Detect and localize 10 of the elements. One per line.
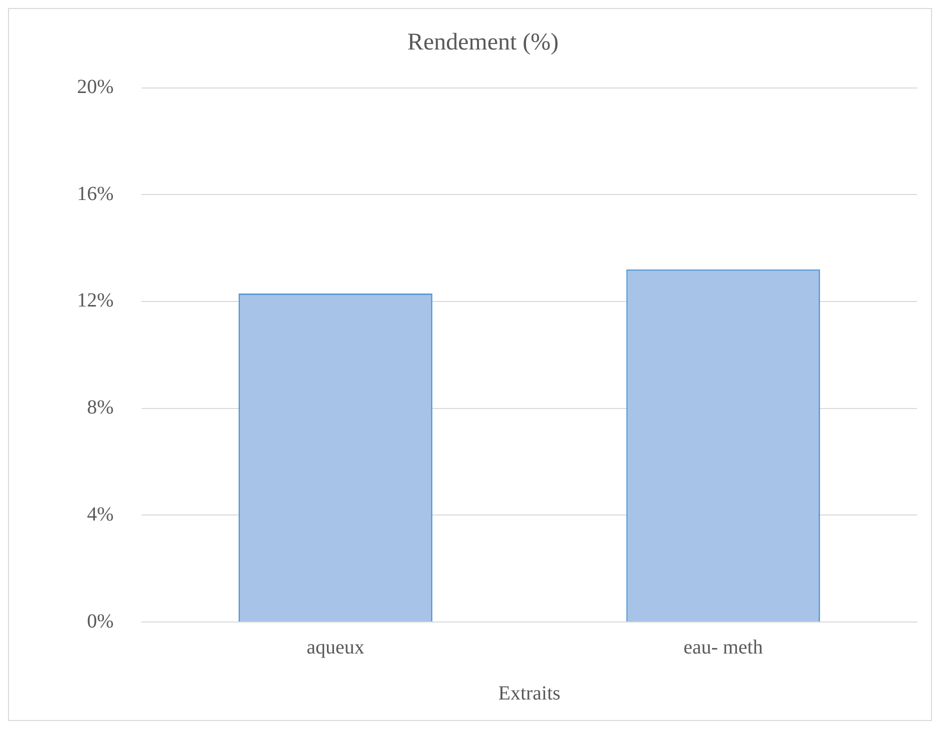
x-tick-label: eau- meth [683, 636, 763, 658]
y-tick-label: 12% [76, 290, 114, 312]
y-tick-label: 4% [86, 503, 114, 526]
chart-title: Rendement (%) [407, 30, 559, 56]
y-tick-label: 16% [76, 182, 114, 205]
y-tick-label: 0% [86, 610, 114, 632]
x-axis-title: Extraits [498, 682, 561, 704]
y-tick-label: 20% [76, 76, 114, 98]
y-tick-label: 8% [86, 396, 114, 419]
x-tick-label: aqueux [306, 636, 364, 658]
